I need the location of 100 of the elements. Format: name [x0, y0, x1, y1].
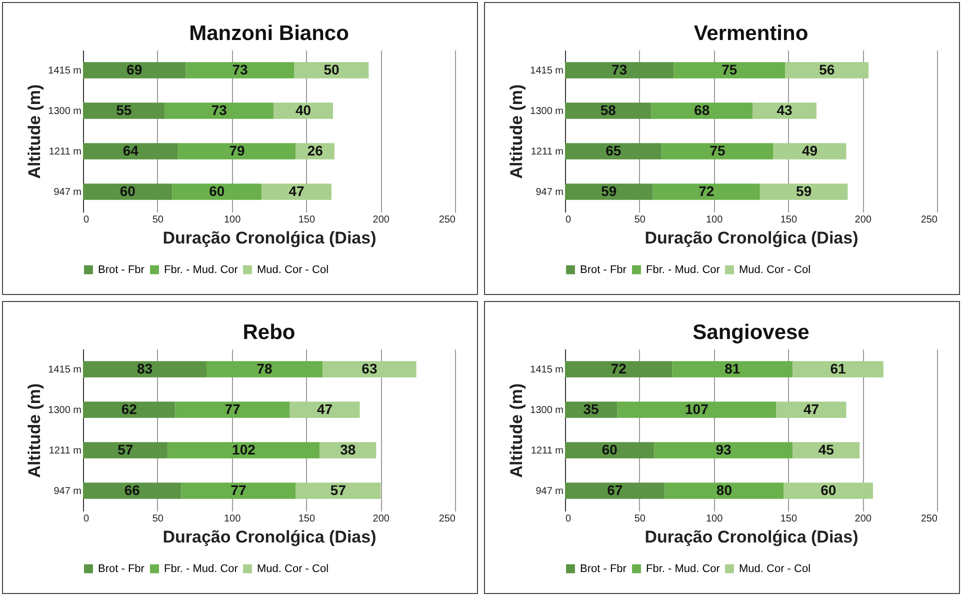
x-tick-label: 50 [152, 214, 164, 225]
data-label: 60 [120, 182, 136, 198]
bar [654, 442, 793, 458]
bar [565, 482, 665, 498]
legend-label: Fbr. - Mud. Cor [646, 263, 720, 276]
chart-title: Rebo [242, 320, 296, 344]
x-axis-title: Duração Cronolǵica (Dias) [644, 527, 858, 546]
y-tick-label: 1211 m [48, 146, 82, 157]
y-tick-label: 947 m [54, 186, 82, 198]
legend-label: Mud. Cor - Col [257, 263, 329, 276]
bar [181, 482, 296, 498]
data-label: 62 [121, 400, 138, 416]
data-label: 43 [776, 101, 792, 118]
bar [320, 442, 376, 458]
legend-label: Fbr. - Mud. Cor [164, 562, 238, 574]
x-tick-label: 0 [566, 513, 572, 524]
bar [784, 482, 874, 498]
bar [206, 360, 323, 377]
y-tick-label: 1211 m [48, 444, 82, 456]
y-tick-label: 1300 m [530, 404, 564, 416]
x-tick-label: 50 [634, 513, 646, 524]
y-axis-title: Altitude (m) [25, 382, 44, 478]
bar [565, 62, 674, 78]
x-tick-label: 150 [298, 513, 316, 524]
bar [296, 482, 381, 498]
y-tick-label: 947 m [54, 485, 82, 496]
x-tick-label: 100 [706, 513, 724, 524]
x-tick-label: 200 [372, 214, 390, 225]
x-tick-label: 150 [780, 513, 798, 524]
data-label: 26 [307, 142, 324, 158]
data-label: 47 [803, 400, 820, 416]
bar [83, 401, 176, 418]
data-label: 47 [317, 400, 333, 416]
x-tick-label: 100 [706, 214, 724, 225]
x-tick-label: 150 [780, 214, 798, 225]
data-label: 60 [602, 440, 618, 457]
y-tick-label: 1300 m [530, 105, 564, 116]
x-axis-title: Duração Cronolǵica (Dias) [644, 228, 858, 247]
bar [83, 183, 172, 200]
bar [290, 401, 360, 418]
bar [792, 442, 860, 458]
bar [651, 102, 752, 118]
data-label: 72 [610, 360, 627, 376]
bar [652, 183, 760, 200]
x-axis-title: Duração Cronolǵica (Dias) [162, 527, 376, 546]
bar [83, 482, 182, 498]
x-tick-label: 250 [920, 214, 938, 225]
data-label: 68 [694, 101, 710, 118]
legend-label: Mud. Cor - Col [257, 562, 329, 574]
y-tick-label: 1415 m [530, 364, 564, 375]
x-tick-label: 100 [224, 513, 242, 524]
x-tick-label: 100 [224, 214, 242, 225]
data-label: 77 [230, 481, 246, 498]
bar [674, 62, 786, 78]
x-tick-label: 150 [298, 214, 316, 225]
bar [83, 142, 178, 159]
bar [773, 142, 846, 159]
y-tick-label: 1211 m [530, 146, 564, 157]
chart-title: Manzoni Bianco [189, 22, 349, 44]
bar [752, 102, 816, 118]
x-axis-title: Duração Cronolǵica (Dias) [162, 228, 376, 247]
data-label: 73 [612, 60, 628, 77]
bar [565, 442, 654, 458]
data-label: 57 [330, 481, 346, 498]
data-label: 81 [724, 360, 740, 376]
data-label: 72 [698, 182, 714, 198]
data-label: 83 [136, 360, 153, 376]
x-tick-label: 0 [566, 214, 572, 225]
data-label: 64 [122, 142, 139, 158]
data-label: 65 [606, 142, 622, 158]
data-label: 40 [295, 101, 312, 118]
y-tick-label: 1300 m [48, 105, 82, 116]
data-label: 58 [600, 101, 616, 118]
y-tick-label: 947 m [536, 186, 564, 198]
bar [186, 62, 294, 78]
data-label: 102 [232, 440, 256, 457]
bar [273, 102, 333, 118]
x-tick-label: 250 [438, 513, 456, 524]
legend-label: Brot - Fbr [580, 562, 627, 574]
y-axis-title: Altitude (m) [507, 382, 526, 478]
y-axis-title: Altitude (m) [25, 84, 44, 178]
data-label: 60 [209, 182, 225, 198]
x-tick-label: 250 [438, 214, 456, 225]
y-tick-label: 1300 m [48, 404, 82, 416]
legend-label: Brot - Fbr [98, 562, 145, 574]
x-tick-label: 200 [372, 513, 390, 524]
bar [760, 183, 848, 200]
legend-label: Brot - Fbr [580, 263, 627, 276]
data-label: 67 [607, 481, 623, 498]
data-label: 73 [232, 60, 248, 77]
bar [664, 482, 784, 498]
bar [172, 183, 262, 200]
x-tick-label: 200 [854, 513, 872, 524]
chart-title: Vermentino [694, 22, 808, 44]
data-label: 59 [601, 182, 617, 198]
data-label: 80 [716, 481, 732, 498]
bar [175, 401, 290, 418]
data-label: 45 [818, 440, 834, 457]
bar [617, 401, 776, 418]
legend-label: Fbr. - Mud. Cor [164, 263, 238, 276]
